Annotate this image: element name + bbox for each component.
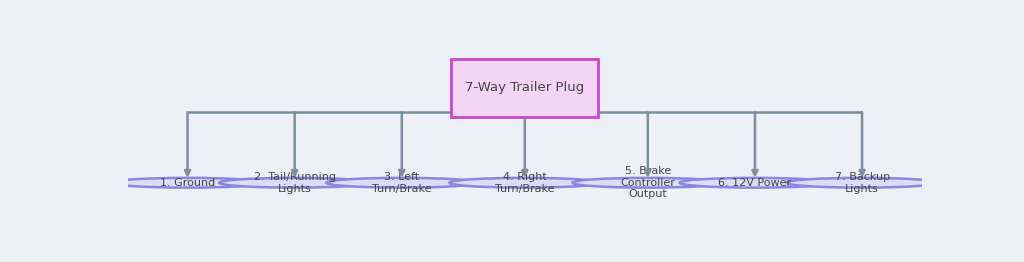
Text: 6. 12V Power: 6. 12V Power [719, 178, 792, 188]
Ellipse shape [680, 178, 830, 188]
Text: 1. Ground: 1. Ground [160, 178, 215, 188]
Ellipse shape [572, 178, 723, 188]
Text: 7. Backup
Lights: 7. Backup Lights [835, 172, 890, 194]
Ellipse shape [327, 178, 477, 188]
Text: 5. Brake
Controller
Output: 5. Brake Controller Output [621, 166, 675, 199]
Ellipse shape [112, 178, 263, 188]
Ellipse shape [786, 178, 938, 188]
FancyBboxPatch shape [452, 59, 598, 117]
Ellipse shape [450, 178, 600, 188]
Ellipse shape [219, 178, 370, 188]
Text: 7-Way Trailer Plug: 7-Way Trailer Plug [465, 81, 585, 94]
Text: 3. Left
Turn/Brake: 3. Left Turn/Brake [372, 172, 431, 194]
Text: 4. Right
Turn/Brake: 4. Right Turn/Brake [495, 172, 555, 194]
Text: 2. Tail/Running
Lights: 2. Tail/Running Lights [254, 172, 336, 194]
